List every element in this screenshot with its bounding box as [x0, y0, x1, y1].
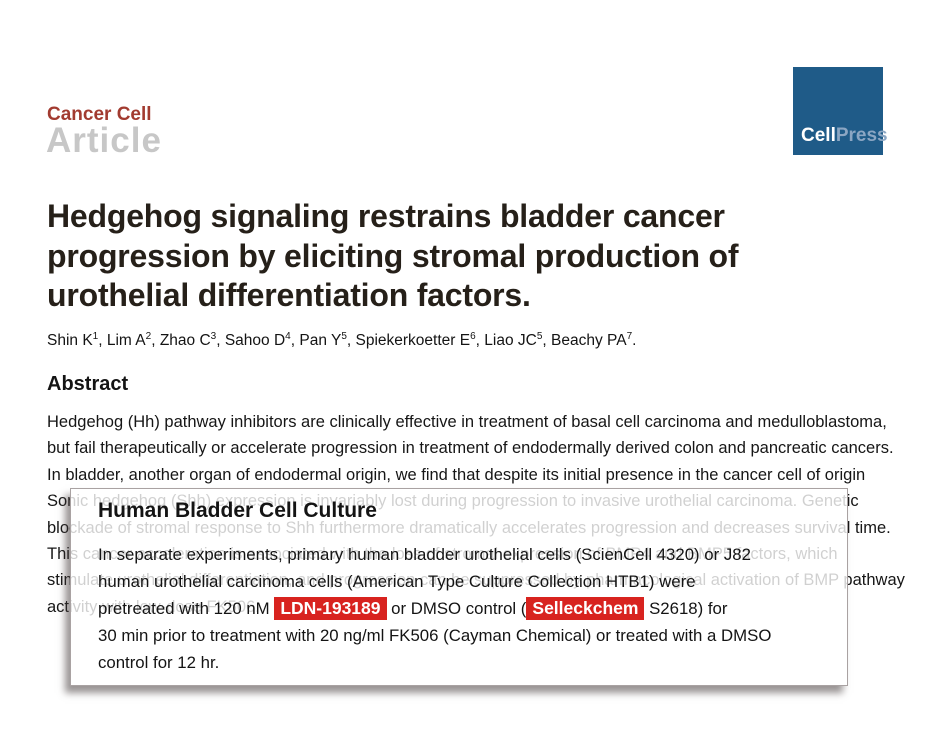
author-affiliation-sup: 5 [341, 331, 347, 342]
author-affiliation-sup: 7 [626, 331, 633, 342]
journal-label: Cancer Cell [47, 104, 152, 125]
author-name: Shin K [47, 332, 93, 350]
excerpt-line: human urothelial carcinoma cells (Americ… [98, 572, 696, 591]
paper-title-line: progression by eliciting stromal product… [47, 237, 739, 274]
author-affiliation-sup: 4 [285, 331, 291, 342]
author-name: Sahoo D [224, 332, 286, 350]
cellpress-logo-text: CellPress [801, 125, 888, 147]
cellpress-logo: CellPress [793, 67, 888, 155]
author-name: Lim A [106, 332, 146, 350]
highlight-ldn-193189: LDN-193189 [274, 597, 387, 620]
author-affiliation-sup: 3 [210, 331, 217, 342]
author-affiliation-sup: 5 [536, 331, 543, 342]
paper-title-line: Hedgehog signaling restrains bladder can… [47, 198, 725, 234]
logo-press-text: Press [835, 125, 888, 146]
author-line: Shin K1, Lim A2, Zhao C3, Sahoo D4, Pan … [47, 331, 637, 350]
excerpt-overlay-card: Human Bladder Cell Culture In separate e… [70, 488, 848, 686]
author-name: Pan Y [299, 332, 342, 350]
excerpt-line: 30 min prior to treatment with 20 ng/ml … [98, 626, 772, 645]
excerpt-line: In separate experiments, primary human b… [98, 545, 751, 564]
paper-title-line: urothelial differentiation factors. [47, 277, 531, 313]
excerpt-line: pretreated with 120 nM LDN-193189 or DMS… [98, 597, 728, 620]
paper-title: Hedgehog signaling restrains bladder can… [47, 197, 867, 316]
excerpt-body: In separate experiments, primary human b… [98, 541, 771, 676]
abstract-line: but fail therapeutically or accelerate p… [47, 439, 894, 458]
author-name: Zhao C [159, 332, 211, 350]
abstract-heading: Abstract [47, 373, 129, 395]
author-affiliation-sup: 1 [92, 331, 99, 342]
excerpt-heading: Human Bladder Cell Culture [98, 499, 377, 522]
highlight-selleckchem: Selleckchem [526, 597, 645, 620]
author-name: Beachy PA [551, 332, 627, 350]
author-name: Spiekerkoetter E [355, 332, 471, 350]
author-name: Liao JC [484, 332, 537, 350]
logo-cell-text: Cell [801, 125, 836, 146]
author-affiliation-sup: 2 [145, 331, 152, 342]
article-type-label: Article [46, 121, 162, 160]
excerpt-line: control for 12 hr. [98, 653, 220, 672]
abstract-line: Hedgehog (Hh) pathway inhibitors are cli… [47, 413, 887, 431]
author-affiliation-sup: 6 [470, 331, 476, 342]
abstract-line: In bladder, another organ of endodermal … [47, 465, 866, 484]
